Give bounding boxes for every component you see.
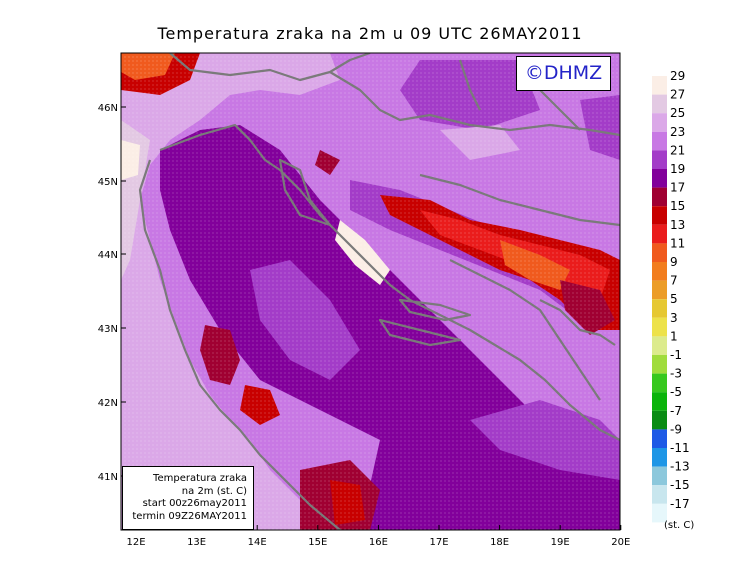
lat-label: 42N — [98, 398, 118, 409]
legend-label: -5 — [670, 385, 682, 399]
legend-unit: (st. C) — [664, 520, 694, 531]
legend-swatch — [652, 448, 667, 467]
lon-label: 19E — [551, 537, 570, 548]
lon-label: 18E — [490, 537, 509, 548]
legend-label: 23 — [670, 125, 685, 139]
legend-swatch — [652, 466, 667, 486]
legend-swatch — [652, 355, 667, 374]
lon-label: 15E — [308, 537, 327, 548]
lon-label: 14E — [248, 537, 267, 548]
info-line-1: Temperatura zraka — [153, 473, 247, 484]
legend-swatch — [652, 503, 667, 523]
lat-label: 45N — [98, 177, 118, 188]
legend-swatch — [652, 187, 667, 207]
dhmz-logo: ©DHMZ — [516, 56, 611, 91]
legend-label: 21 — [670, 143, 685, 157]
legend-label: -3 — [670, 367, 682, 381]
legend-label: -7 — [670, 404, 682, 418]
legend-label: 25 — [670, 106, 685, 120]
legend-label: -13 — [670, 460, 690, 474]
legend-swatch — [652, 317, 667, 337]
lon-label: 20E — [611, 537, 630, 548]
lon-label: 16E — [369, 537, 388, 548]
info-box: Temperatura zraka na 2m (st. C) start 00… — [122, 466, 254, 530]
legend-swatch — [652, 485, 667, 504]
lat-label: 43N — [98, 324, 118, 335]
lon-label: 17E — [429, 537, 448, 548]
legend-label: 15 — [670, 199, 685, 213]
legend-swatch — [652, 150, 667, 169]
legend-label: 27 — [670, 88, 685, 102]
legend-swatch — [652, 373, 667, 393]
legend-swatch — [652, 299, 667, 318]
legend-label: -9 — [670, 422, 682, 436]
legend-label: -1 — [670, 348, 682, 362]
legend-label: 7 — [670, 274, 678, 288]
legend-swatch — [652, 76, 667, 95]
legend-label: 9 — [670, 255, 678, 269]
lat-label: 44N — [98, 250, 118, 261]
color-legend: 29 27 25 23 21 19 17 15 13 11 9 7 5 3 1 -1 -3 -5 -7 -9 -11 -1… — [652, 69, 690, 523]
legend-swatch — [652, 243, 667, 262]
legend-swatch — [652, 336, 667, 355]
info-line-2: na 2m (st. C) — [181, 485, 247, 497]
legend-swatch — [652, 131, 667, 151]
legend-label: 13 — [670, 218, 685, 232]
legend-swatch — [652, 94, 667, 114]
legend-label: 11 — [670, 236, 685, 250]
info-line-4: termin 09Z26MAY2011 — [132, 510, 247, 522]
legend-swatch — [652, 262, 667, 281]
legend-label: 19 — [670, 162, 685, 176]
legend-swatch — [652, 206, 667, 225]
legend-label: -15 — [670, 478, 690, 492]
legend-label: 17 — [670, 181, 685, 195]
plot-frame — [120, 52, 621, 531]
lat-label: 41N — [98, 472, 118, 483]
lon-label: 12E — [126, 537, 145, 548]
legend-swatch — [652, 169, 667, 188]
coastlines — [138, 53, 620, 530]
legend-label: -11 — [670, 441, 690, 455]
legend-swatch — [652, 392, 667, 411]
legend-label: 1 — [670, 329, 678, 343]
legend-swatch — [652, 280, 667, 300]
lon-label: 13E — [187, 537, 206, 548]
legend-swatch — [652, 429, 667, 448]
legend-swatch — [652, 224, 667, 244]
legend-label: 5 — [670, 292, 678, 306]
legend-label: 3 — [670, 311, 678, 325]
legend-label: 29 — [670, 69, 685, 83]
legend-swatch — [652, 410, 667, 430]
info-line-3: start 00z26may2011 — [142, 498, 247, 509]
legend-label: -17 — [670, 497, 690, 511]
lat-label: 46N — [98, 103, 118, 114]
map-title: Temperatura zraka na 2m u 09 UTC 26MAY20… — [157, 24, 583, 43]
longitude-axis: 12E 13E 14E 15E 16E 17E 18E 19E 20E — [126, 525, 630, 548]
legend-swatch — [652, 113, 667, 132]
